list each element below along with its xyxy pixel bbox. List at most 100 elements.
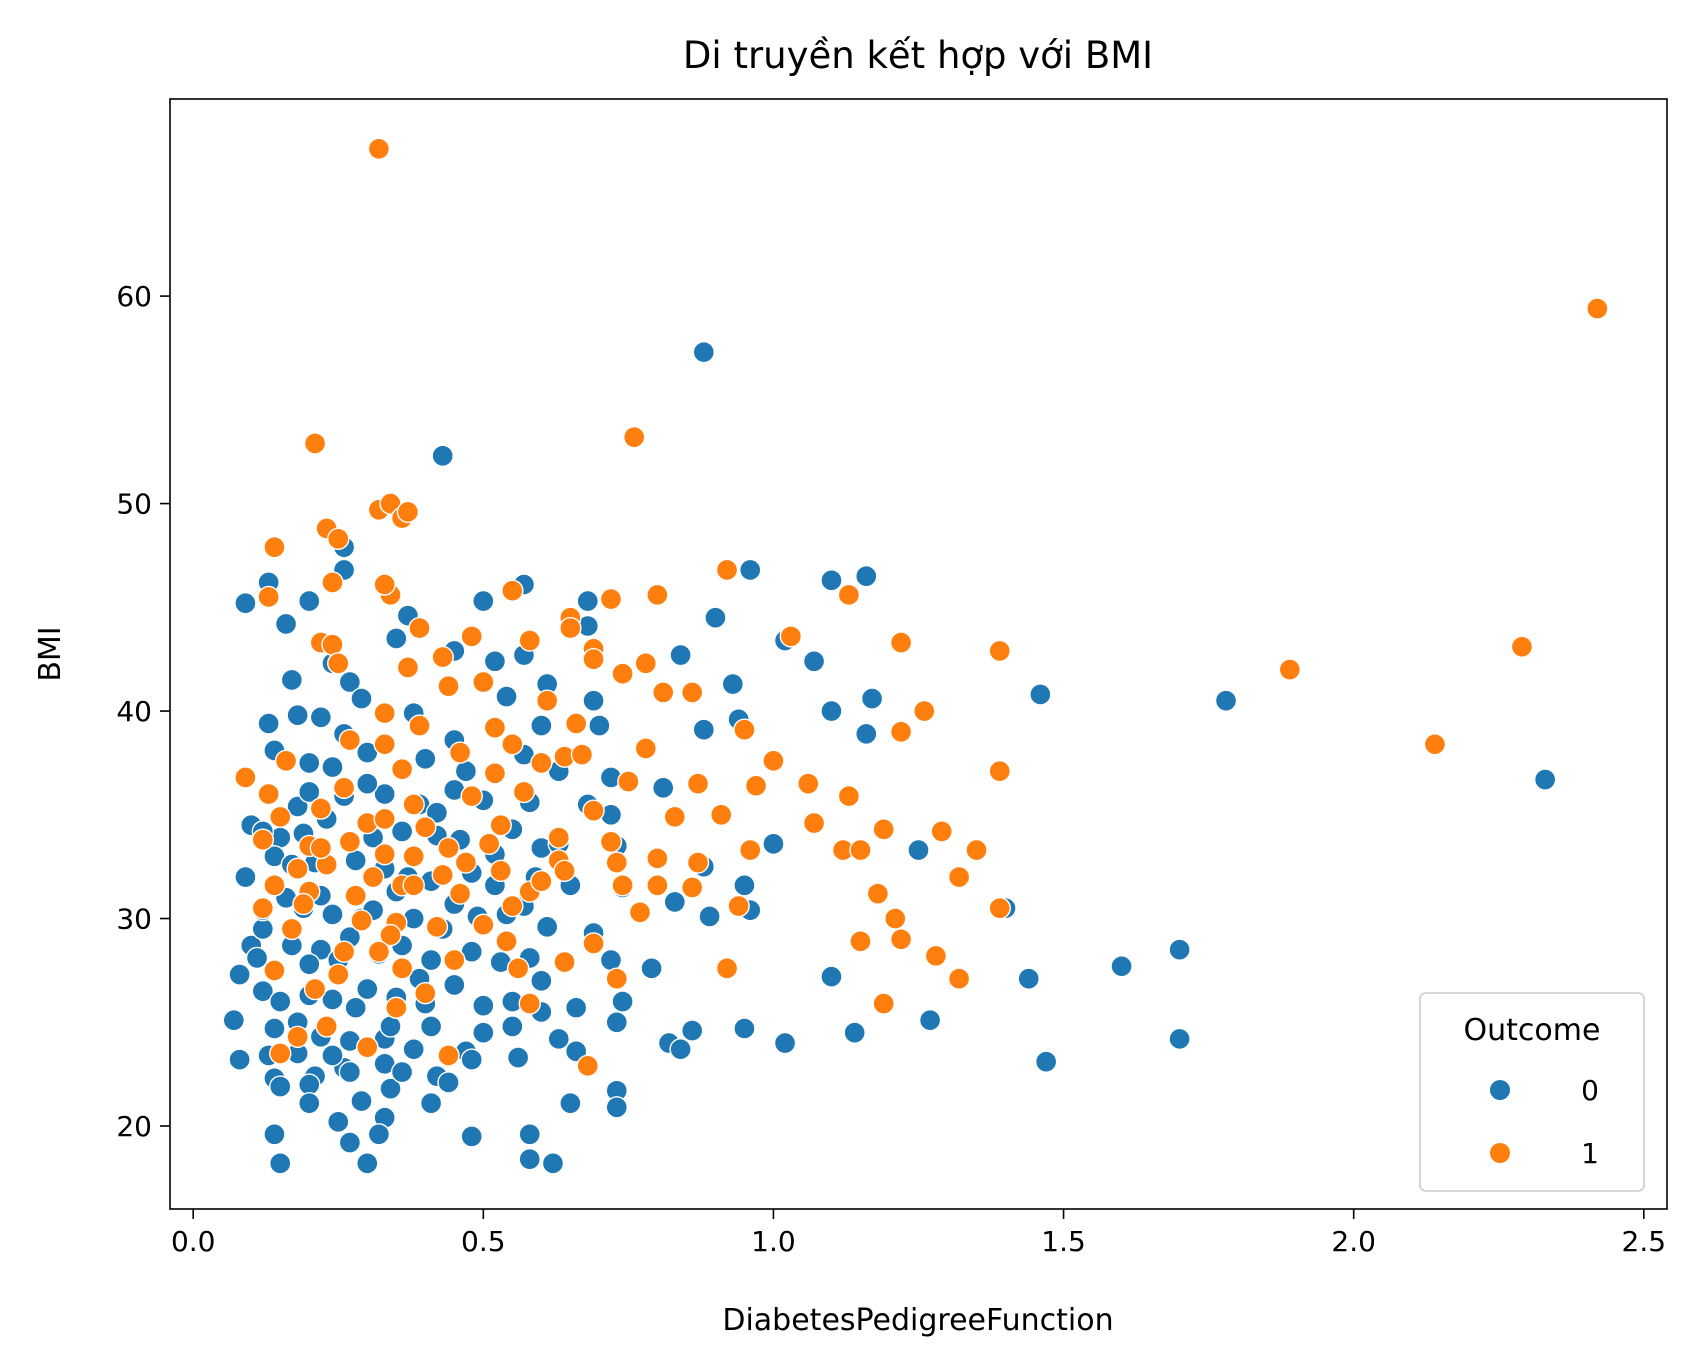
- data-point-outcome-0: [338, 670, 362, 694]
- data-point-outcome-1: [414, 982, 437, 1005]
- data-point-outcome-1: [454, 851, 478, 874]
- data-point-outcome-0: [588, 714, 611, 737]
- chart-title: Di truyền kết hợp với BMI: [683, 34, 1153, 77]
- data-point-outcome-1: [739, 838, 762, 862]
- data-point-outcome-1: [501, 894, 524, 918]
- y-tick-label: 30: [116, 903, 152, 936]
- data-point-outcome-1: [715, 558, 739, 582]
- data-point-outcome-1: [547, 826, 570, 849]
- data-point-outcome-0: [820, 965, 843, 988]
- x-tick-label: 1.0: [751, 1225, 796, 1258]
- data-point-outcome-0: [309, 706, 333, 729]
- legend-label-0: 0: [1581, 1074, 1599, 1107]
- data-point-outcome-1: [727, 894, 750, 918]
- data-point-outcome-0: [1168, 938, 1191, 961]
- data-point-outcome-1: [373, 843, 396, 866]
- data-point-outcome-1: [744, 774, 768, 797]
- data-point-outcome-1: [947, 865, 971, 889]
- data-point-outcome-1: [553, 859, 576, 883]
- data-point-outcome-1: [414, 816, 437, 839]
- data-point-outcome-0: [733, 874, 756, 897]
- data-point-outcome-0: [321, 903, 344, 926]
- data-point-outcome-0: [338, 1131, 362, 1154]
- data-point-outcome-1: [332, 940, 356, 963]
- data-point-outcome-1: [988, 896, 1011, 920]
- data-point-outcome-1: [286, 857, 309, 880]
- data-point-outcome-1: [332, 776, 356, 800]
- data-point-outcome-1: [628, 901, 652, 924]
- data-point-outcome-1: [582, 799, 605, 822]
- data-point-outcome-1: [710, 803, 733, 826]
- data-point-outcome-0: [518, 1148, 541, 1171]
- data-point-outcome-1: [327, 652, 350, 675]
- data-point-outcome-0: [321, 1044, 344, 1067]
- data-point-outcome-0: [390, 820, 414, 843]
- data-point-outcome-0: [669, 1038, 692, 1061]
- data-point-outcome-1: [518, 629, 541, 652]
- data-point-outcome-1: [559, 616, 582, 640]
- data-point-outcome-0: [390, 1060, 414, 1084]
- data-point-outcome-0: [274, 612, 298, 636]
- data-point-outcome-0: [437, 1071, 460, 1094]
- data-point-outcome-0: [454, 760, 478, 783]
- data-point-outcome-0: [918, 1008, 942, 1032]
- data-point-outcome-1: [460, 625, 483, 648]
- data-point-outcome-1: [373, 573, 396, 596]
- data-point-outcome-0: [605, 1096, 628, 1119]
- data-point-outcome-1: [634, 652, 657, 675]
- legend-label-1: 1: [1581, 1137, 1599, 1170]
- data-point-outcome-0: [402, 1038, 425, 1061]
- data-point-outcome-0: [733, 1017, 756, 1040]
- y-axis-label: BMI: [33, 626, 68, 681]
- data-point-outcome-0: [251, 979, 275, 1003]
- legend-marker-1: [1490, 1143, 1510, 1163]
- data-point-outcome-0: [269, 1152, 292, 1175]
- data-point-outcome-1: [889, 928, 913, 951]
- data-point-outcome-0: [495, 685, 518, 708]
- data-point-outcome-0: [739, 558, 762, 582]
- data-point-outcome-0: [564, 996, 588, 1019]
- data-point-outcome-1: [779, 625, 803, 648]
- data-points: [222, 137, 1609, 1175]
- data-point-outcome-0: [327, 1110, 350, 1134]
- x-axis-ticks: 0.0 0.5 1.0 1.5 2.0 2.5: [171, 1209, 1666, 1258]
- data-point-outcome-1: [309, 797, 333, 820]
- data-point-outcome-0: [611, 990, 634, 1013]
- data-point-outcome-0: [356, 1152, 379, 1175]
- y-tick-label: 20: [116, 1110, 152, 1143]
- data-point-outcome-1: [582, 932, 605, 955]
- data-point-outcome-0: [414, 747, 437, 770]
- data-point-outcome-0: [298, 952, 321, 976]
- data-point-outcome-1: [530, 751, 553, 775]
- data-point-outcome-1: [251, 896, 275, 920]
- y-axis-ticks: 20 30 40 50 60: [116, 280, 170, 1143]
- data-point-outcome-0: [1029, 683, 1052, 706]
- data-point-outcome-1: [512, 780, 536, 804]
- data-point-outcome-0: [501, 1015, 524, 1038]
- data-point-outcome-0: [425, 801, 449, 824]
- data-point-outcome-0: [257, 712, 280, 735]
- data-point-outcome-0: [472, 589, 495, 613]
- data-point-outcome-1: [518, 992, 541, 1015]
- data-point-outcome-1: [872, 992, 895, 1015]
- data-point-outcome-1: [611, 874, 634, 897]
- data-point-outcome-0: [721, 672, 745, 696]
- data-point-outcome-1: [396, 500, 420, 524]
- data-point-outcome-1: [924, 944, 948, 968]
- data-point-outcome-1: [286, 1025, 309, 1048]
- data-point-outcome-1: [988, 760, 1011, 783]
- x-tick-label: 0.0: [171, 1225, 216, 1258]
- data-point-outcome-1: [408, 714, 431, 737]
- data-point-outcome-1: [501, 579, 524, 602]
- data-point-outcome-1: [1510, 635, 1534, 658]
- data-point-outcome-1: [443, 948, 466, 972]
- data-point-outcome-1: [356, 1035, 379, 1059]
- data-point-outcome-1: [797, 772, 820, 795]
- data-point-outcome-1: [402, 874, 425, 897]
- data-point-outcome-1: [762, 749, 785, 773]
- data-point-outcome-1: [361, 865, 385, 889]
- data-point-outcome-0: [651, 776, 675, 800]
- data-point-outcome-0: [309, 938, 333, 961]
- data-point-outcome-1: [605, 967, 628, 990]
